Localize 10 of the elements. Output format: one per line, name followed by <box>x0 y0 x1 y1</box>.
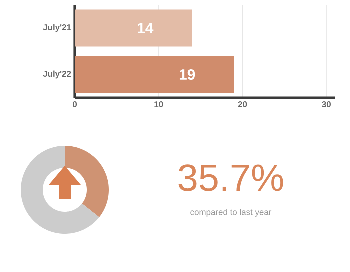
x-tick-label: 10 <box>154 102 164 108</box>
x-tick-label: 0 <box>72 102 78 108</box>
x-tick-label: 30 <box>322 102 331 108</box>
text: compared to last year <box>190 209 272 217</box>
y-tick-label: July'22 <box>43 70 72 79</box>
data-label: 19 <box>180 69 196 80</box>
text: 35.7% <box>178 164 284 192</box>
data-label: 14 <box>138 23 154 34</box>
x-tick-label: 20 <box>238 102 248 108</box>
y-tick-label: July'21 <box>43 24 72 32</box>
